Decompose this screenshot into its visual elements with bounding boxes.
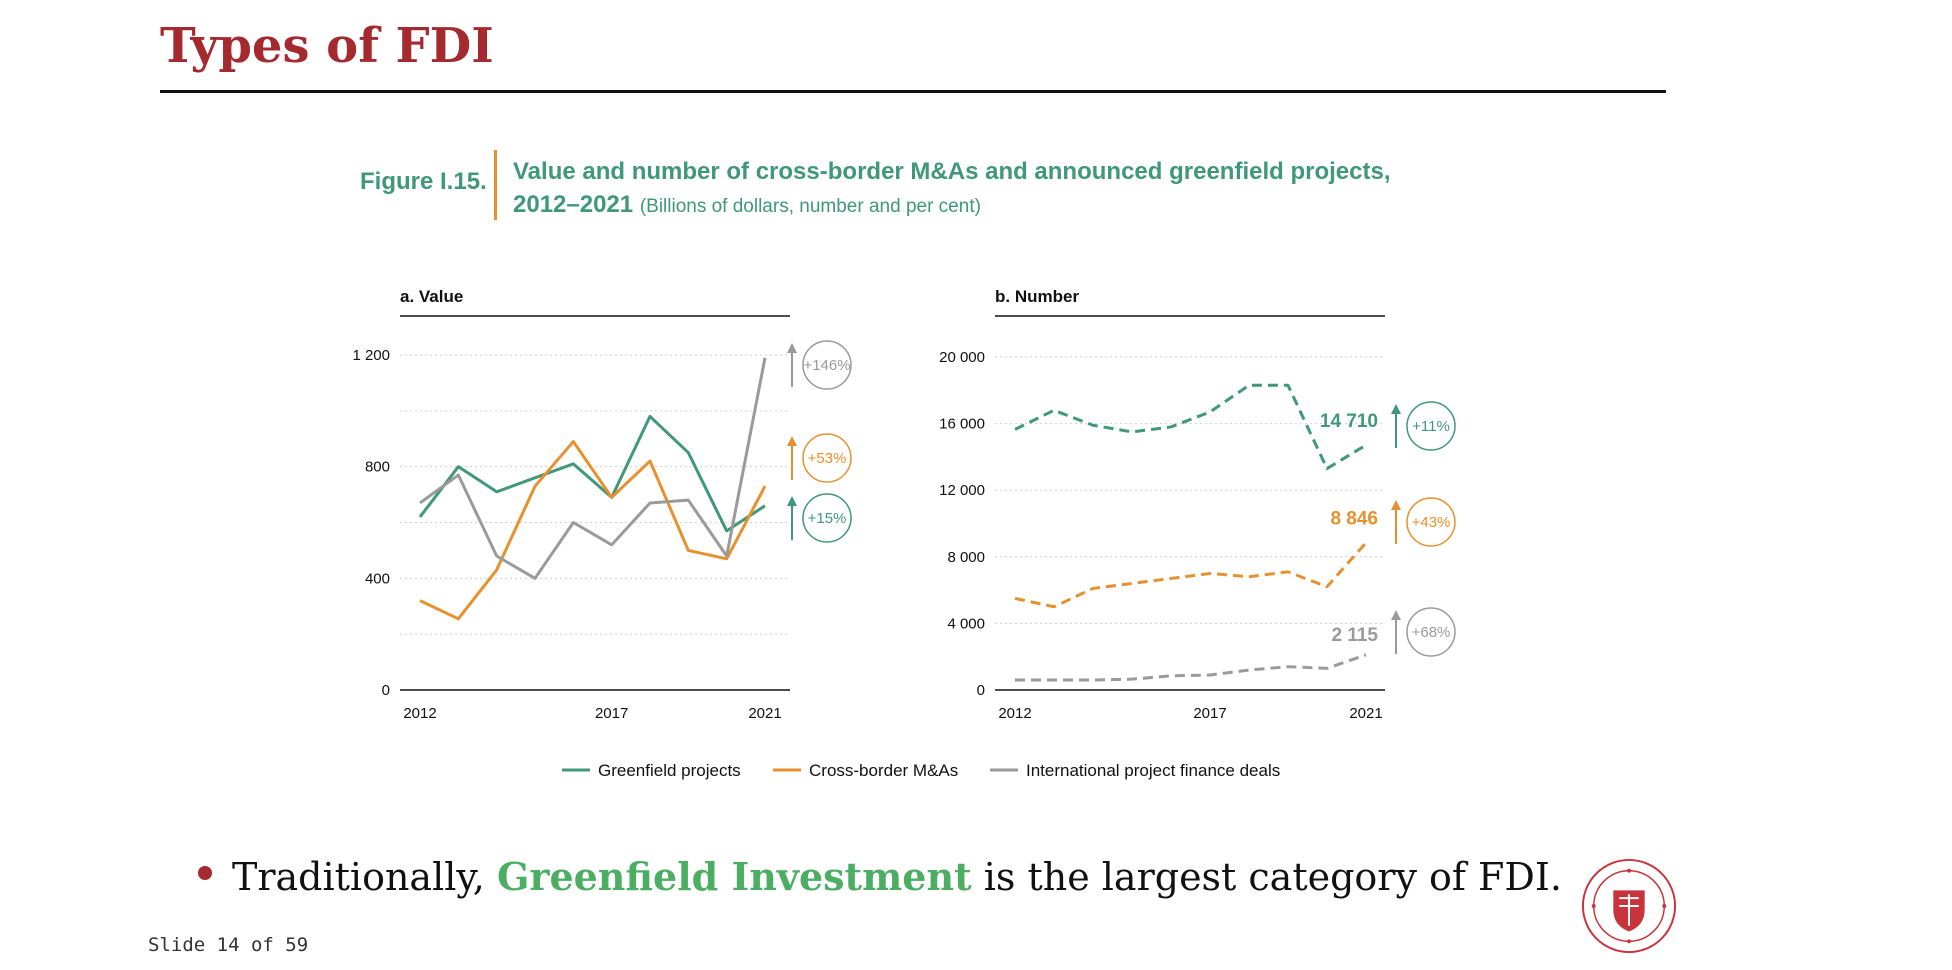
change-badge-label: +146% (803, 357, 850, 374)
arrow-head-icon (1391, 610, 1401, 620)
change-badge-label: +43% (1412, 514, 1451, 531)
series-line (1014, 383, 1367, 471)
panel-title: b. Number (995, 287, 1079, 306)
series-line (1015, 653, 1367, 682)
change-badge-label: +68% (1412, 624, 1451, 641)
arrow-head-icon (787, 436, 797, 446)
change-badge (802, 493, 852, 543)
y-tick-label: 20 000 (939, 349, 985, 366)
legend-label: Cross-border M&As (809, 761, 958, 780)
series-line (419, 357, 767, 580)
arrow-head-icon (787, 496, 797, 506)
arrow-head-icon (1391, 500, 1401, 510)
change-badge (802, 433, 852, 483)
bullet-prefix: Traditionally, (232, 855, 497, 899)
change-badge-label: +53% (808, 450, 847, 467)
bullet-highlight: Greenfield Investment (496, 854, 972, 899)
series-end-label: 2 115 (1332, 625, 1379, 646)
change-badge (1406, 607, 1456, 657)
bullet-suffix: is the largest category of FDI. (971, 855, 1562, 899)
x-tick-label: 2017 (1193, 705, 1226, 722)
change-badge-label: +15% (808, 510, 847, 527)
series-line (418, 414, 766, 533)
change-badge (1406, 401, 1456, 451)
legend-label: International project finance deals (1026, 761, 1280, 780)
university-seal-icon (1581, 858, 1677, 954)
y-tick-label: 0 (382, 682, 390, 699)
y-tick-label: 1 200 (352, 347, 390, 364)
series-line (1014, 541, 1368, 609)
figure-title-sub: (Billions of dollars, number and per cen… (639, 196, 981, 217)
y-tick-label: 16 000 (939, 416, 985, 433)
y-tick-label: 12 000 (939, 482, 985, 499)
arrow-head-icon (787, 343, 797, 353)
series-end-label: 14 710 (1320, 411, 1378, 432)
change-badge (802, 340, 852, 390)
x-tick-label: 2012 (403, 705, 436, 722)
y-tick-label: 0 (977, 682, 985, 699)
figure-title: Value and number of cross-border M&As an… (513, 155, 1413, 223)
x-tick-label: 2021 (748, 705, 781, 722)
arrow-head-icon (1391, 404, 1401, 414)
y-tick-label: 8 000 (947, 549, 985, 566)
series-end-label: 8 846 (1330, 509, 1378, 530)
change-badge (1406, 497, 1456, 547)
slide-counter: Slide 14 of 59 (148, 934, 309, 956)
x-tick-label: 2012 (998, 705, 1031, 722)
figure-title-main: Value and number of cross-border M&As an… (513, 158, 1391, 218)
bullet-icon (198, 865, 212, 880)
x-tick-label: 2017 (595, 705, 628, 722)
slide-title: Types of FDI (160, 18, 494, 74)
y-tick-label: 800 (365, 459, 390, 476)
series-line (419, 440, 767, 621)
panel-title: a. Value (400, 287, 463, 306)
figure-divider (494, 150, 497, 220)
bullet-point: Traditionally, Greenfield Investment is … (198, 854, 1562, 899)
change-badge-label: +11% (1412, 418, 1450, 435)
legend-label: Greenfield projects (598, 761, 741, 780)
y-tick-label: 400 (365, 570, 390, 587)
figure-label: Figure I.15. (360, 168, 487, 195)
x-tick-label: 2021 (1349, 705, 1382, 722)
title-divider (160, 90, 1666, 93)
y-tick-label: 4 000 (947, 615, 985, 632)
